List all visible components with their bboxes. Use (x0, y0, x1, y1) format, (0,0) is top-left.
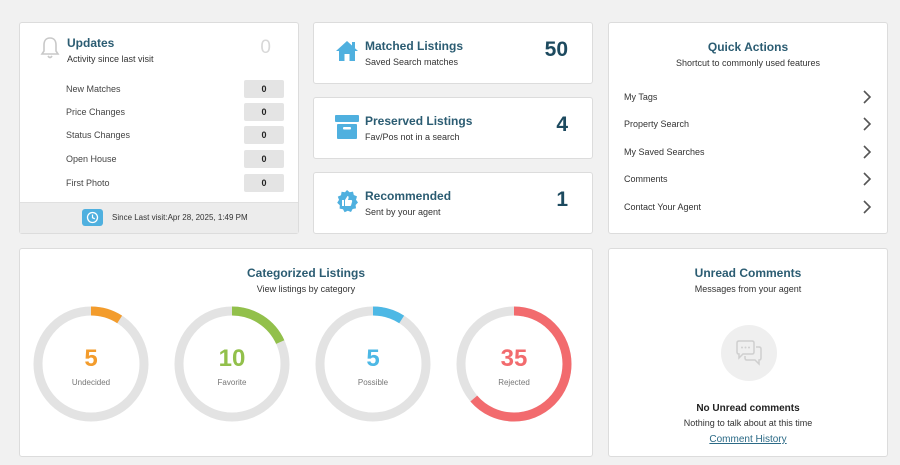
update-count: 0 (244, 126, 284, 144)
recommended-card[interactable]: Recommended Sent by your agent 1 (313, 172, 593, 234)
donut-ring (33, 306, 149, 422)
update-label: Price Changes (66, 107, 126, 117)
matched-listings-card[interactable]: Matched Listings Saved Search matches 50 (313, 22, 593, 84)
unread-comments-card: Unread Comments Messages from your agent… (608, 248, 888, 457)
bell-icon (40, 37, 60, 59)
thumbs-up-badge-icon (337, 190, 358, 213)
comment-history-link[interactable]: Comment History (709, 434, 787, 445)
donut-ring (174, 306, 290, 422)
donut-ring (315, 306, 431, 422)
update-label: Open House (66, 154, 117, 164)
category-donut-favorite[interactable]: 10 Favorite (172, 304, 292, 424)
preserved-subtitle: Fav/Pos not in a search (365, 132, 460, 142)
updates-title: Updates (67, 36, 115, 50)
chevron-right-icon (863, 90, 872, 104)
category-label: Rejected (498, 378, 530, 387)
categorized-subtitle: View listings by category (256, 284, 356, 294)
update-row-first-photo: First Photo 0 (66, 174, 284, 192)
house-icon (336, 41, 358, 61)
category-label: Favorite (217, 378, 247, 387)
clock-icon (82, 209, 103, 226)
preserved-count: 4 (556, 113, 568, 136)
update-count: 0 (244, 80, 284, 98)
preserved-listings-card[interactable]: Preserved Listings Fav/Pos not in a sear… (313, 97, 593, 159)
updates-footer: Since Last visit:Apr 28, 2025, 1:49 PM (20, 202, 298, 233)
chevron-right-icon (863, 200, 872, 214)
updates-total: 0 (260, 37, 271, 58)
donut-arc-rejected (456, 306, 572, 422)
category-label: Undecided (71, 378, 111, 387)
donut-ring (456, 306, 572, 422)
quick-action-comments[interactable]: Comments (624, 169, 872, 189)
matched-title: Matched Listings (365, 39, 464, 53)
categorized-title: Categorized Listings (246, 266, 365, 280)
category-donut-rejected[interactable]: 35 Rejected (454, 304, 574, 424)
quick-action-label: My Saved Searches (624, 147, 705, 157)
chevron-right-icon (863, 172, 872, 186)
updates-card: Updates Activity since last visit 0 New … (19, 22, 299, 234)
update-label: New Matches (66, 84, 121, 94)
donut-arc-possible (315, 306, 431, 422)
box-icon (335, 115, 359, 139)
quick-action-contact-agent[interactable]: Contact Your Agent (624, 197, 872, 217)
updates-subtitle: Activity since last visit (67, 54, 154, 64)
last-visit-text: Since Last visit:Apr 28, 2025, 1:49 PM (112, 213, 248, 222)
categorized-listings-card: Categorized Listings View listings by ca… (19, 248, 593, 457)
donut-arc-undecided (33, 306, 149, 422)
recommended-title: Recommended (365, 189, 452, 203)
category-donut-undecided[interactable]: 5 Undecided (31, 304, 151, 424)
matched-subtitle: Saved Search matches (365, 57, 459, 67)
update-row-new-matches: New Matches 0 (66, 80, 284, 98)
chevron-right-icon (863, 145, 872, 159)
update-row-status-changes: Status Changes 0 (66, 126, 284, 144)
quick-actions-subtitle: Shortcut to commonly used features (675, 58, 821, 68)
quick-action-label: Comments (624, 174, 668, 184)
category-label: Possible (357, 378, 389, 387)
chat-bubbles-icon (721, 325, 777, 381)
chevron-right-icon (863, 117, 872, 131)
quick-action-my-tags[interactable]: My Tags (624, 87, 872, 107)
category-count: 35 (500, 345, 528, 372)
quick-action-property-search[interactable]: Property Search (624, 114, 872, 134)
update-row-price-changes: Price Changes 0 (66, 103, 284, 121)
unread-title: Unread Comments (694, 266, 802, 280)
quick-actions-title: Quick Actions (707, 40, 789, 54)
update-row-open-house: Open House 0 (66, 150, 284, 168)
quick-action-label: My Tags (624, 92, 658, 102)
quick-action-label: Property Search (624, 119, 690, 129)
quick-action-label: Contact Your Agent (624, 202, 702, 212)
recommended-subtitle: Sent by your agent (365, 207, 441, 217)
donut-arc-favorite (174, 306, 290, 422)
preserved-title: Preserved Listings (365, 114, 473, 128)
update-label: First Photo (66, 178, 110, 188)
no-unread-subtitle: Nothing to talk about at this time (683, 418, 813, 428)
unread-subtitle: Messages from your agent (694, 284, 802, 294)
category-donut-possible[interactable]: 5 Possible (313, 304, 433, 424)
recommended-count: 1 (556, 188, 568, 211)
quick-actions-card: Quick Actions Shortcut to commonly used … (608, 22, 888, 234)
update-count: 0 (244, 103, 284, 121)
quick-action-my-saved-searches[interactable]: My Saved Searches (624, 142, 872, 162)
update-label: Status Changes (66, 130, 131, 140)
category-count: 5 (366, 345, 380, 372)
no-unread-title: No Unread comments (696, 403, 800, 414)
update-count: 0 (244, 174, 284, 192)
update-count: 0 (244, 150, 284, 168)
category-count: 10 (218, 345, 246, 372)
category-count: 5 (84, 345, 98, 372)
matched-count: 50 (544, 38, 568, 61)
